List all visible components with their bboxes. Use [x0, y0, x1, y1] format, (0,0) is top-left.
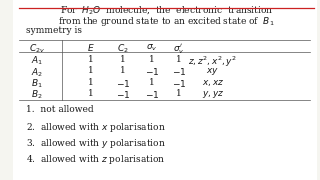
- Text: 1: 1: [88, 78, 94, 87]
- Text: $x, xz$: $x, xz$: [202, 78, 224, 88]
- Text: symmetry is: symmetry is: [26, 26, 82, 35]
- Text: $\sigma_v$: $\sigma_v$: [146, 42, 158, 53]
- Text: 3.  allowed with $y$ polarisation: 3. allowed with $y$ polarisation: [26, 137, 165, 150]
- Text: from the ground state to an excited state of  $B_1$: from the ground state to an excited stat…: [58, 15, 275, 28]
- Text: 4.  allowed with $z$ polarisation: 4. allowed with $z$ polarisation: [26, 153, 164, 166]
- Text: $z, z^2, x^2, y^2$: $z, z^2, x^2, y^2$: [188, 55, 237, 69]
- Text: $E$: $E$: [87, 42, 95, 53]
- Text: $\sigma_v'$: $\sigma_v'$: [173, 42, 185, 56]
- Text: $y, yz$: $y, yz$: [202, 89, 224, 100]
- Text: $A_2$: $A_2$: [31, 66, 43, 79]
- Text: 1: 1: [88, 66, 94, 75]
- Text: $B_2$: $B_2$: [31, 89, 43, 101]
- Text: 1: 1: [88, 89, 94, 98]
- Text: $xy$: $xy$: [206, 66, 219, 77]
- Text: $-1$: $-1$: [172, 66, 187, 77]
- Text: 1: 1: [149, 55, 155, 64]
- Text: 1: 1: [149, 78, 155, 87]
- Text: $-1$: $-1$: [172, 78, 187, 89]
- Text: $B_1$: $B_1$: [31, 78, 43, 90]
- Text: 1.  not allowed: 1. not allowed: [26, 105, 93, 114]
- Text: 1: 1: [176, 55, 182, 64]
- Text: $C_{2v}$: $C_{2v}$: [29, 42, 45, 55]
- Text: For  $H_2O$  molecule,  the  electronic  transition: For $H_2O$ molecule, the electronic tran…: [60, 4, 273, 17]
- Text: $A_1$: $A_1$: [31, 55, 43, 67]
- Text: 2.  allowed with $x$ polarisation: 2. allowed with $x$ polarisation: [26, 121, 165, 134]
- Text: 1: 1: [120, 66, 126, 75]
- Text: $-1$: $-1$: [116, 89, 131, 100]
- Text: 1: 1: [88, 55, 94, 64]
- Text: $C_2$: $C_2$: [117, 42, 129, 55]
- Text: 1: 1: [120, 55, 126, 64]
- Text: 1: 1: [176, 89, 182, 98]
- Text: $-1$: $-1$: [145, 66, 159, 77]
- Text: $-1$: $-1$: [145, 89, 159, 100]
- Text: $-1$: $-1$: [116, 78, 131, 89]
